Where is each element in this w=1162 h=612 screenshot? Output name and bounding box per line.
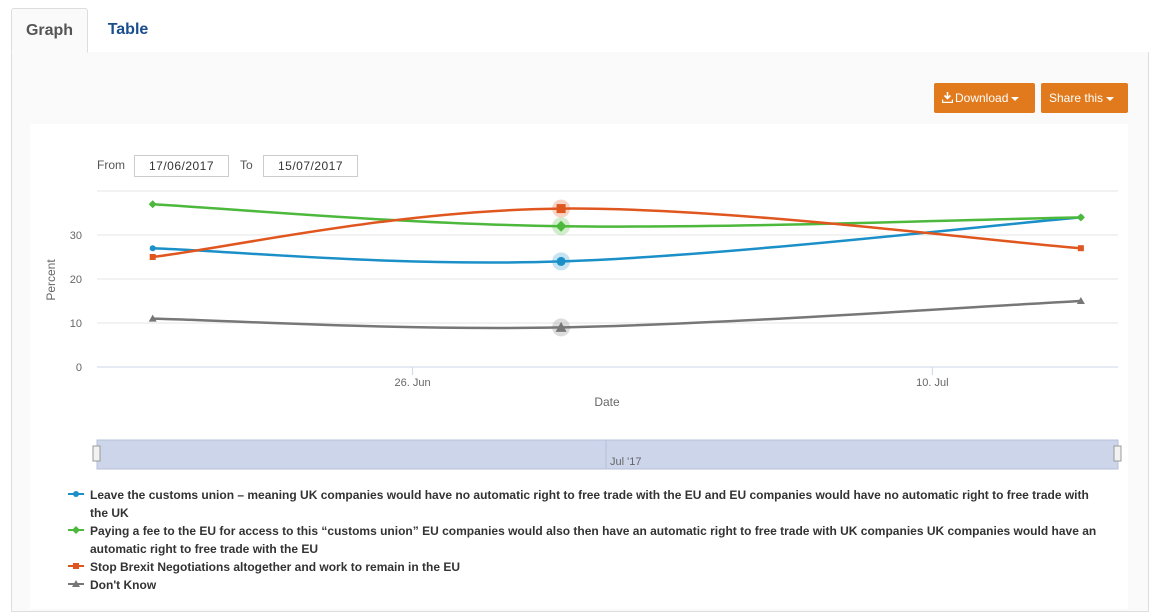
chevron-down-icon	[1106, 96, 1115, 101]
legend-symbol	[68, 491, 84, 497]
legend-label: Stop Brexit Negotiations altogether and …	[90, 560, 461, 574]
legend-marker	[72, 580, 80, 587]
legend-item[interactable]: Stop Brexit Negotiations altogether and …	[66, 558, 1106, 576]
legend-label: Don't Know	[90, 578, 157, 592]
share-label: Share this	[1049, 91, 1104, 105]
legend-marker	[73, 563, 79, 569]
legend-item[interactable]: Paying a fee to the EU for access to thi…	[66, 522, 1106, 558]
legend-symbol	[68, 563, 84, 569]
to-label: To	[240, 158, 253, 172]
chevron-down-icon	[1011, 96, 1020, 101]
legend-symbol	[68, 526, 84, 534]
chart-legend: Leave the customs union – meaning UK com…	[66, 486, 1106, 594]
legend-label: Paying a fee to the EU for access to thi…	[90, 524, 1097, 556]
legend-item[interactable]: Don't Know	[66, 576, 1106, 594]
legend-marker	[73, 491, 79, 497]
from-label: From	[97, 158, 125, 172]
download-button[interactable]: Download	[934, 83, 1035, 113]
legend-symbol	[68, 580, 84, 587]
from-date-input[interactable]: 17/06/2017	[134, 155, 229, 177]
legend-marker	[72, 526, 80, 534]
download-icon	[941, 92, 954, 104]
legend-label: Leave the customs union – meaning UK com…	[90, 488, 1089, 520]
share-button[interactable]: Share this	[1041, 83, 1128, 113]
download-label: Download	[955, 91, 1009, 105]
tab-table[interactable]: Table	[107, 21, 149, 38]
legend-item[interactable]: Leave the customs union – meaning UK com…	[66, 486, 1106, 522]
tab-graph[interactable]: Graph	[11, 8, 88, 53]
to-date-input[interactable]: 15/07/2017	[263, 155, 358, 177]
tab-bar: Graph Table	[11, 8, 1149, 53]
